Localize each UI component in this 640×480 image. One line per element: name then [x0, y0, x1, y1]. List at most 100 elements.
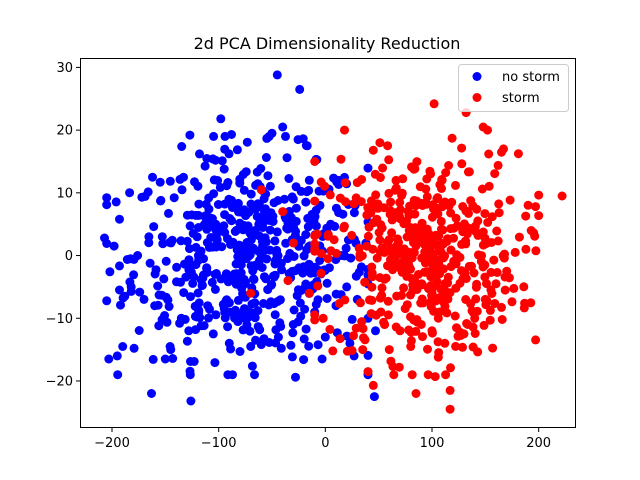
data-point — [273, 332, 283, 342]
data-point — [113, 370, 123, 380]
data-point — [384, 188, 394, 198]
data-point — [147, 389, 156, 398]
data-point — [116, 300, 125, 310]
data-point — [461, 274, 471, 283]
data-point — [281, 238, 291, 248]
data-point — [263, 171, 273, 181]
data-point — [242, 137, 252, 147]
data-point — [291, 203, 301, 213]
plot-area-frame — [80, 58, 576, 428]
data-point — [339, 221, 349, 231]
data-point — [211, 155, 220, 165]
data-point — [406, 342, 416, 351]
data-point — [379, 203, 389, 213]
data-point — [367, 272, 377, 282]
data-point — [502, 266, 512, 276]
x-tick-label: 100 — [420, 436, 445, 451]
data-point — [179, 288, 189, 298]
data-point — [480, 260, 490, 270]
data-point — [363, 231, 373, 241]
data-point — [349, 199, 359, 209]
data-point — [275, 295, 285, 305]
data-point — [185, 370, 195, 380]
data-point — [148, 354, 158, 364]
data-point — [375, 173, 385, 182]
data-point — [247, 299, 257, 309]
data-point — [120, 291, 130, 301]
data-point — [164, 302, 174, 311]
data-point — [507, 297, 517, 307]
data-point — [486, 267, 496, 277]
data-point — [441, 168, 451, 178]
data-point — [298, 268, 308, 278]
data-point — [357, 175, 367, 184]
data-point — [220, 307, 230, 317]
data-point — [384, 345, 394, 355]
data-point — [265, 225, 275, 235]
data-point — [102, 296, 112, 306]
data-point — [100, 233, 109, 243]
data-point — [409, 238, 418, 248]
data-point — [250, 370, 259, 380]
data-point — [295, 84, 305, 94]
data-point — [461, 295, 471, 304]
data-point — [422, 174, 432, 184]
data-point — [115, 285, 124, 295]
data-point — [433, 193, 443, 203]
data-point — [158, 239, 168, 249]
data-point — [219, 221, 229, 231]
data-point — [144, 232, 154, 242]
data-point — [115, 214, 124, 224]
data-point — [460, 236, 470, 246]
data-point — [383, 296, 393, 306]
data-point — [407, 370, 417, 380]
data-point — [405, 290, 415, 300]
data-point — [439, 264, 448, 274]
data-point — [193, 251, 203, 261]
data-point — [208, 329, 218, 339]
data-point — [369, 392, 379, 402]
data-point — [277, 265, 287, 275]
data-point — [202, 268, 212, 277]
data-point — [480, 294, 490, 304]
data-point — [383, 310, 393, 320]
data-point — [349, 331, 358, 341]
data-point — [310, 196, 320, 206]
data-point — [209, 189, 219, 199]
data-point — [129, 270, 139, 280]
data-point — [325, 190, 335, 200]
data-point — [172, 262, 182, 272]
data-point — [467, 306, 477, 316]
data-point — [282, 153, 292, 163]
data-point — [161, 292, 171, 302]
data-point — [463, 320, 473, 329]
data-point — [223, 370, 233, 380]
data-point — [457, 159, 467, 169]
data-point — [399, 283, 409, 293]
data-point — [450, 311, 460, 321]
data-point — [419, 267, 429, 277]
data-point — [484, 181, 494, 191]
data-point — [383, 237, 392, 247]
data-point — [469, 268, 479, 278]
data-point — [204, 313, 213, 323]
data-point — [383, 141, 393, 151]
data-point — [457, 266, 466, 276]
data-point — [320, 332, 330, 342]
data-point — [435, 307, 445, 317]
data-point — [177, 185, 187, 195]
data-point — [272, 70, 282, 80]
data-point — [272, 227, 282, 237]
data-point — [167, 235, 177, 245]
data-point — [290, 231, 300, 240]
data-point — [354, 243, 364, 253]
data-point — [478, 240, 488, 250]
data-point — [190, 177, 199, 187]
data-point — [288, 328, 298, 338]
data-point — [234, 249, 244, 259]
data-point — [166, 345, 176, 355]
data-point — [278, 122, 288, 132]
data-point — [235, 347, 245, 356]
series-storm — [246, 99, 567, 414]
